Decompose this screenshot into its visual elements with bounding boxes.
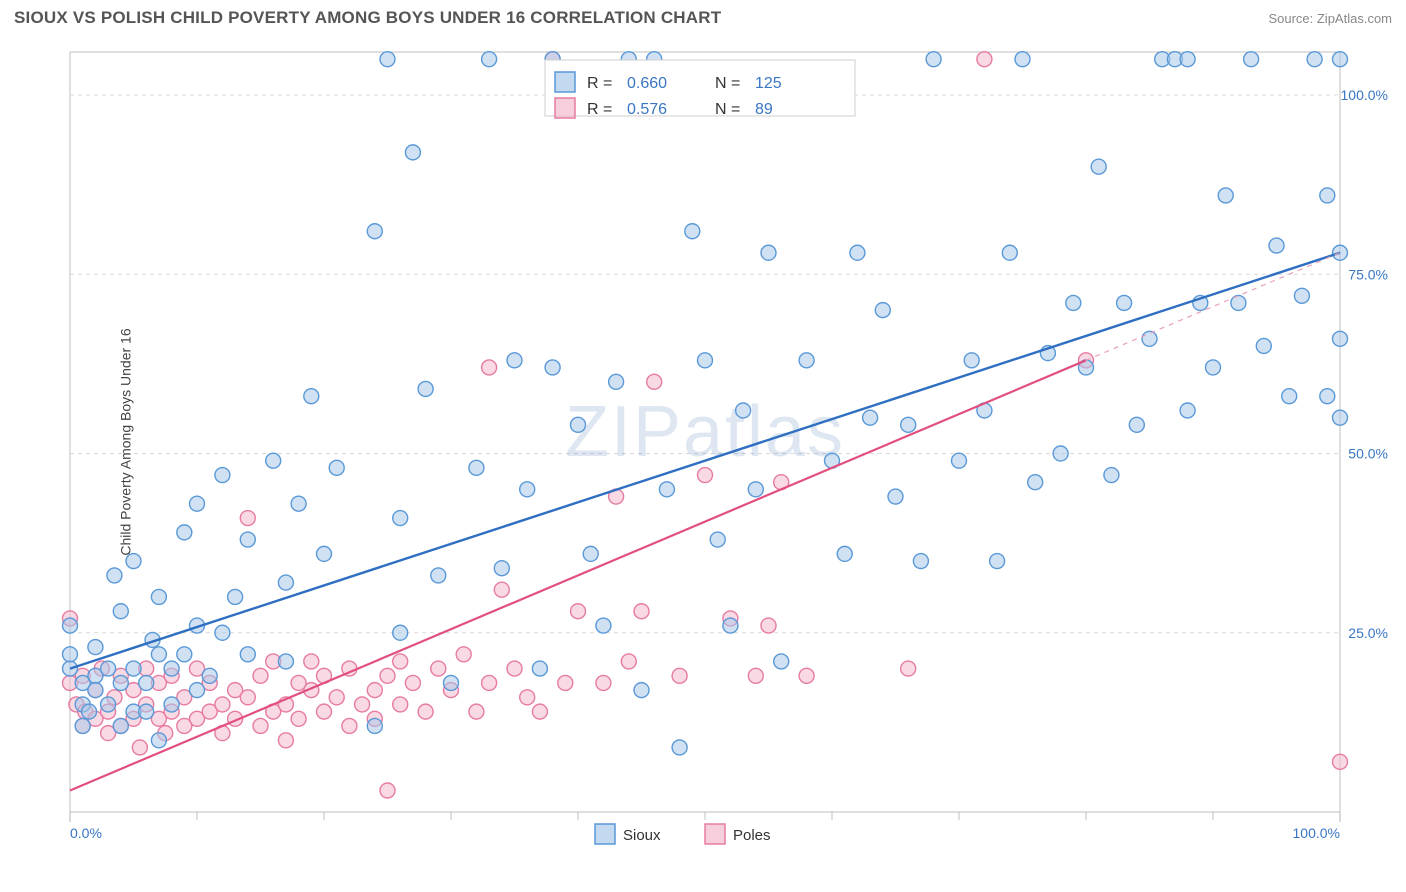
legend-n-value: 125: [755, 75, 782, 92]
legend-swatch: [555, 98, 575, 118]
y-tick-label: 75.0%: [1348, 266, 1388, 282]
y-tick-label: 50.0%: [1348, 446, 1388, 462]
source-attribution: Source: ZipAtlas.com: [1268, 11, 1392, 26]
legend-n-label: N =: [715, 101, 740, 118]
y-axis-label: Child Poverty Among Boys Under 16: [118, 328, 134, 555]
y-tick-label: 100.0%: [1341, 87, 1388, 103]
scatter-chart: 0.0%100.0%25.0%50.0%75.0%100.0%ZIPatlasR…: [60, 42, 1390, 862]
bottom-legend-swatch: [705, 824, 725, 844]
legend-n-label: N =: [715, 75, 740, 92]
chart-container: Child Poverty Among Boys Under 16 0.0% 10…: [60, 42, 1390, 842]
legend-n-value: 89: [755, 101, 773, 118]
x-tick-label: 0.0%: [70, 825, 102, 841]
legend-swatch: [555, 72, 575, 92]
legend-r-label: R =: [587, 75, 612, 92]
bottom-legend-label: Poles: [733, 827, 771, 844]
chart-title: SIOUX VS POLISH CHILD POVERTY AMONG BOYS…: [14, 8, 721, 28]
x-tick-label: 100.0%: [1293, 825, 1340, 841]
legend-r-label: R =: [587, 101, 612, 118]
y-tick-label: 25.0%: [1348, 625, 1388, 641]
legend-r-value: 0.660: [627, 75, 667, 92]
bottom-legend-label: Sioux: [623, 827, 661, 844]
legend-r-value: 0.576: [627, 101, 667, 118]
bottom-legend-swatch: [595, 824, 615, 844]
